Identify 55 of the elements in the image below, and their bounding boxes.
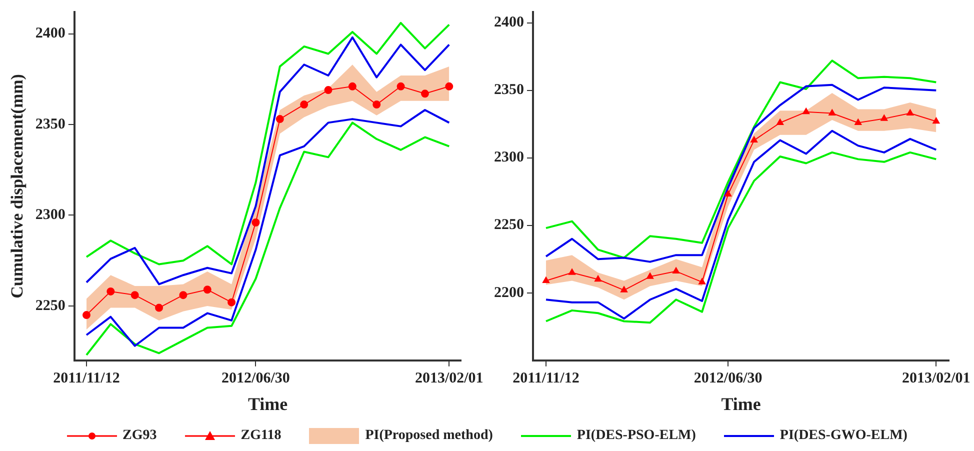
legend-label: ZG93 xyxy=(122,428,157,444)
x-tick-label: 2012/06/30 xyxy=(222,370,290,386)
point xyxy=(348,82,356,90)
y-tick-label: 2250 xyxy=(35,298,66,314)
x-tick-label: 2012/06/30 xyxy=(694,370,762,386)
y-tick-label: 2400 xyxy=(35,26,66,42)
point xyxy=(445,82,454,90)
legend-label: PI(DES-PSO-ELM) xyxy=(576,428,696,444)
point xyxy=(420,90,429,98)
point xyxy=(130,291,139,300)
point xyxy=(724,190,732,197)
point xyxy=(594,275,602,282)
x-axis-title: Time xyxy=(721,394,761,414)
point xyxy=(776,118,784,125)
point xyxy=(542,276,550,283)
point xyxy=(854,118,862,125)
point xyxy=(203,286,212,294)
y-tick-label: 2250 xyxy=(494,217,524,234)
y-tick-label: 2300 xyxy=(494,150,524,166)
point xyxy=(620,286,628,292)
point xyxy=(155,304,164,312)
point xyxy=(324,86,332,94)
y-axis-title: Cumulative displacement(mm) xyxy=(8,74,27,298)
point xyxy=(372,100,381,109)
legend-label: PI(DES-GWO-ELM) xyxy=(780,428,908,444)
legend-label: ZG118 xyxy=(240,428,282,444)
point xyxy=(568,268,576,275)
point xyxy=(932,117,940,124)
point xyxy=(802,108,810,114)
y-tick-label: 2200 xyxy=(494,284,524,301)
point xyxy=(828,109,836,116)
x-tick-label: 2013/02/01 xyxy=(414,370,484,386)
point xyxy=(396,82,405,90)
point xyxy=(750,136,758,143)
point xyxy=(82,311,90,320)
point xyxy=(252,218,260,226)
x-axis-title: Time xyxy=(248,394,288,414)
point xyxy=(106,287,115,296)
point xyxy=(276,115,284,124)
x-tick-label: 2011/11/12 xyxy=(512,370,580,386)
x-tick-label: 2011/11/12 xyxy=(53,370,120,386)
point xyxy=(906,109,914,116)
y-tick-label: 2400 xyxy=(494,14,524,31)
point xyxy=(228,298,236,306)
legend-label: PI(Proposed method) xyxy=(365,428,493,444)
x-tick-label: 2013/02/01 xyxy=(902,370,970,386)
y-tick-label: 2300 xyxy=(35,207,66,224)
point xyxy=(179,291,188,300)
point xyxy=(698,278,706,284)
point xyxy=(646,272,654,279)
point xyxy=(880,114,888,121)
y-tick-label: 2350 xyxy=(494,82,524,98)
y-tick-label: 2350 xyxy=(35,116,66,132)
point xyxy=(672,267,680,274)
point xyxy=(300,100,308,109)
